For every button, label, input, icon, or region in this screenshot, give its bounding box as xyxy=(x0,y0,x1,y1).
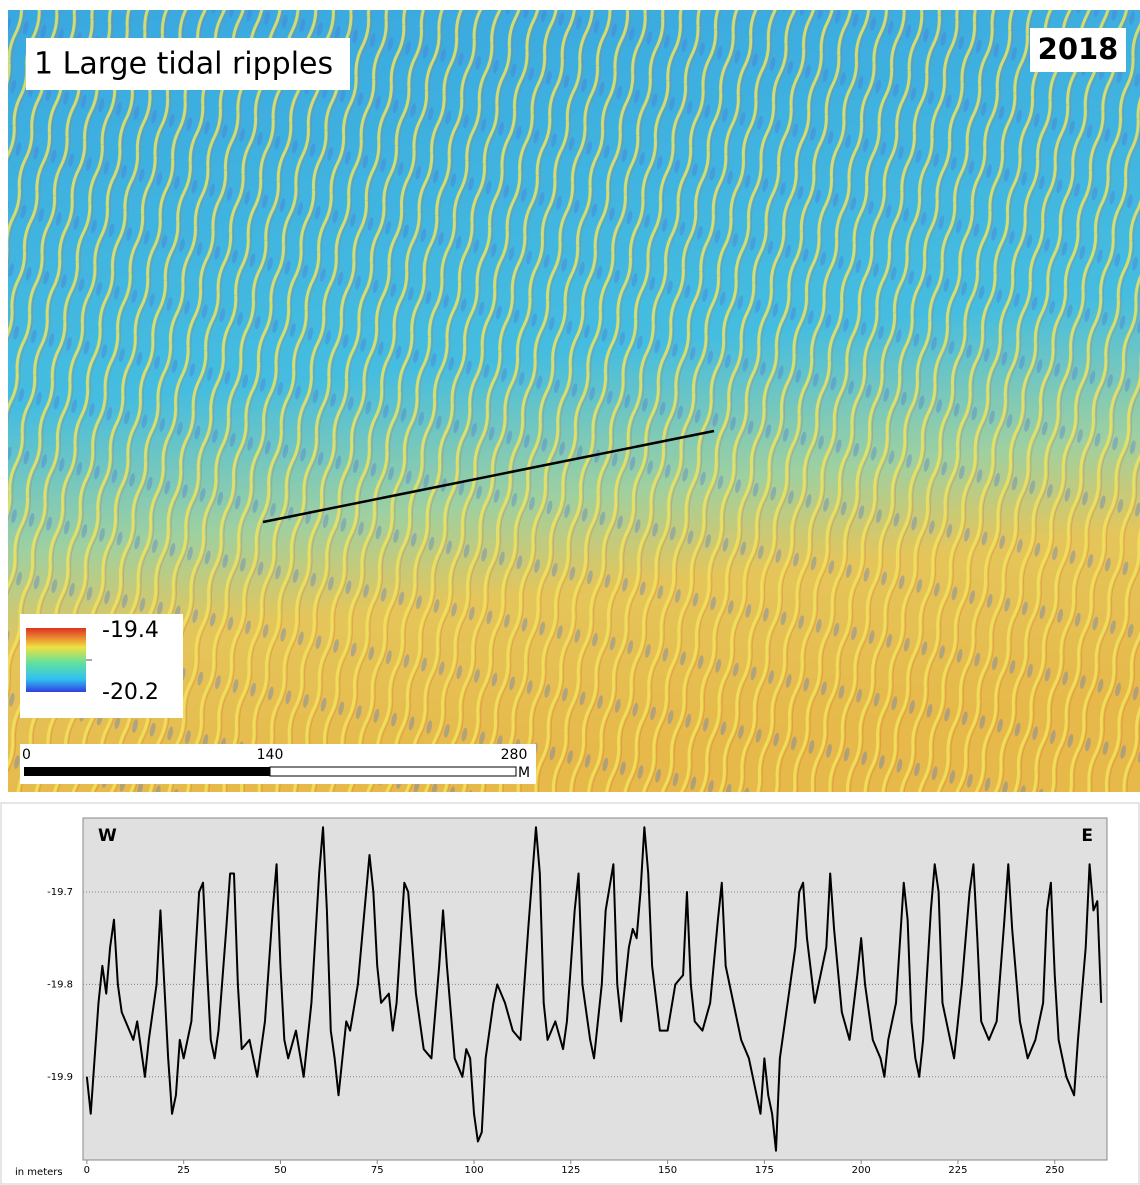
legend-min: -20.2 xyxy=(102,680,159,705)
ripple-texture xyxy=(8,10,1140,792)
x-tick-label: 150 xyxy=(658,1165,677,1176)
plot-area xyxy=(82,817,1108,1161)
y-tick-label: -19.7 xyxy=(47,887,73,898)
scale-box xyxy=(20,744,536,784)
legend-max: -19.4 xyxy=(102,618,159,643)
y-axis-label: in meters xyxy=(15,1167,63,1178)
x-tick-label: 200 xyxy=(852,1165,871,1176)
color-bar xyxy=(26,628,86,692)
annotation-west: W xyxy=(98,826,117,846)
annotation-east: E xyxy=(1081,826,1093,846)
x-tick-label: 175 xyxy=(755,1165,774,1176)
x-tick-label: 75 xyxy=(371,1165,384,1176)
scale-bar-black xyxy=(24,767,270,776)
x-tick-label: 50 xyxy=(274,1165,287,1176)
x-tick-label: 0 xyxy=(84,1165,90,1176)
scale-unit: M xyxy=(518,765,530,781)
scale-label: 140 xyxy=(257,747,284,763)
scale-bar-white xyxy=(269,766,517,777)
profile-line xyxy=(262,429,715,524)
scale-label: 280 xyxy=(501,747,528,763)
profile xyxy=(85,826,1103,1152)
x-tick-label: 125 xyxy=(561,1165,580,1176)
scale-label: 0 xyxy=(22,747,31,763)
map: 1 Large tidal ripples 2018 -19.4 -20.2 0… xyxy=(8,10,1140,792)
x-tick-label: 250 xyxy=(1045,1165,1064,1176)
title-box xyxy=(26,38,350,90)
year: 2018 xyxy=(1038,32,1119,66)
map-title: 1 Large tidal ripples xyxy=(34,47,333,82)
y-tick-label: -19.9 xyxy=(47,1072,73,1083)
year-box xyxy=(1030,28,1126,72)
y-tick-label: -19.8 xyxy=(47,979,73,990)
x-tick-label: 100 xyxy=(464,1165,483,1176)
x-tick-label: 225 xyxy=(948,1165,967,1176)
x-tick-label: 25 xyxy=(177,1165,190,1176)
